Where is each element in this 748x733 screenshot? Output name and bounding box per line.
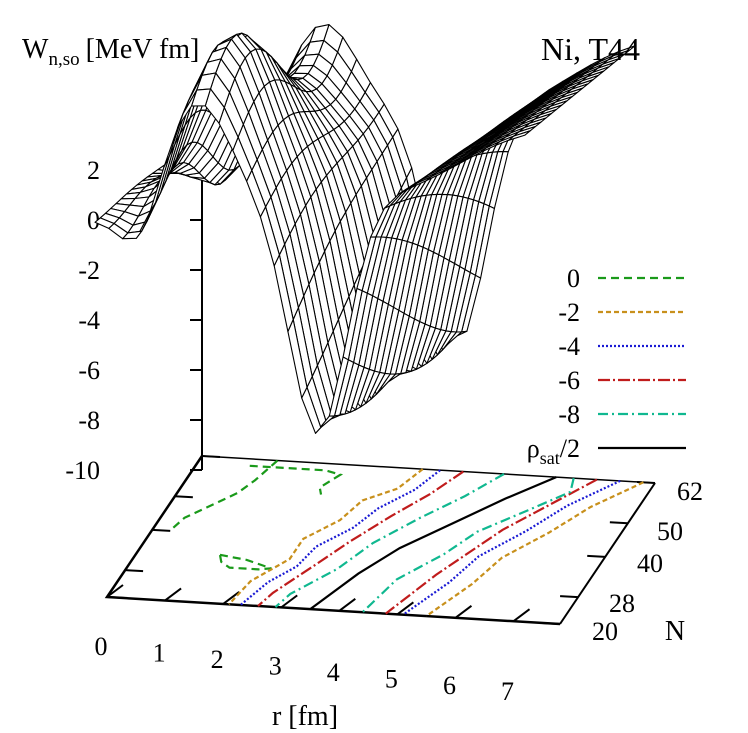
x-tick-label: 3 bbox=[269, 651, 282, 680]
surface-cell bbox=[94, 217, 115, 229]
y-axis-label: N bbox=[665, 616, 685, 647]
floor-right-edge bbox=[559, 482, 656, 625]
x-tick-label: 1 bbox=[153, 638, 166, 667]
legend: 0 -2 -4 -6 -8 ρsat/2 bbox=[527, 264, 686, 468]
contour-line bbox=[168, 459, 279, 532]
x-tick-mark bbox=[280, 594, 298, 609]
z-tick-label: -2 bbox=[78, 256, 100, 285]
legend-label: -6 bbox=[558, 366, 580, 395]
x-tick-label: 7 bbox=[501, 677, 514, 706]
z-tick-label: 2 bbox=[87, 156, 100, 185]
contour-line bbox=[218, 553, 272, 571]
contour-line bbox=[361, 477, 575, 614]
n-tick-mark-left bbox=[201, 455, 221, 458]
legend-label: -2 bbox=[558, 298, 580, 327]
contour-line bbox=[228, 468, 424, 606]
legend-label: -4 bbox=[558, 332, 580, 361]
n-tick-mark-right bbox=[587, 554, 606, 558]
n-tick-mark-left bbox=[152, 528, 171, 532]
legend-label: ρsat/2 bbox=[527, 434, 580, 468]
n-tick-mark-left bbox=[106, 596, 126, 599]
z-tick-label: -4 bbox=[78, 306, 100, 335]
contour-floor bbox=[104, 455, 656, 626]
contour-line bbox=[257, 470, 464, 607]
x-tick-label: 4 bbox=[327, 658, 340, 687]
x-tick-mark bbox=[222, 591, 240, 605]
x-tick-mark bbox=[164, 587, 182, 602]
x-tick-label: 0 bbox=[95, 632, 108, 661]
x-tick-mark bbox=[454, 604, 473, 619]
z-tick-label: 0 bbox=[87, 206, 100, 235]
floor-frame bbox=[104, 455, 561, 626]
contour-line bbox=[385, 478, 598, 615]
contour-line bbox=[425, 481, 644, 617]
n-tick-mark-left bbox=[125, 569, 144, 573]
x-tick-label: 2 bbox=[211, 645, 224, 674]
n-tick-mark-right bbox=[636, 481, 656, 484]
chart-title: Ni, T44 bbox=[541, 31, 640, 67]
n-tick-mark-right bbox=[560, 595, 579, 599]
n-tick-label: 20 bbox=[592, 617, 618, 646]
n-tick-mark-right bbox=[541, 622, 561, 625]
n-tick-label: 62 bbox=[677, 477, 703, 506]
n-tick-label: 28 bbox=[609, 589, 635, 618]
z-tick-label: -10 bbox=[65, 456, 100, 485]
contour-line bbox=[309, 476, 557, 611]
x-tick-mark bbox=[106, 584, 124, 598]
contour-line bbox=[274, 473, 505, 608]
z-tick-label: -6 bbox=[78, 356, 100, 385]
x-tick-mark bbox=[512, 608, 531, 623]
contour-line bbox=[239, 469, 441, 606]
floor-back-edge bbox=[201, 455, 656, 484]
n-tick-label: 40 bbox=[637, 549, 663, 578]
x-axis-label: r [fm] bbox=[272, 701, 338, 732]
n-tick-mark-left bbox=[174, 495, 193, 499]
contour-line bbox=[402, 479, 621, 616]
contour-line bbox=[249, 464, 344, 495]
z-tick-label: -8 bbox=[78, 406, 100, 435]
n-tick-mark-right bbox=[609, 521, 628, 525]
legend-label: 0 bbox=[567, 264, 580, 293]
legend-label: -8 bbox=[558, 400, 580, 429]
x-tick-mark bbox=[396, 601, 414, 616]
n-tick-label: 50 bbox=[657, 517, 683, 546]
z-axis-label: Wn,so [MeV fm] bbox=[22, 34, 199, 70]
x-tick-label: 5 bbox=[385, 664, 398, 693]
x-tick-label: 6 bbox=[443, 671, 456, 700]
x-tick-mark bbox=[338, 598, 356, 612]
surface-mesh bbox=[94, 24, 636, 434]
